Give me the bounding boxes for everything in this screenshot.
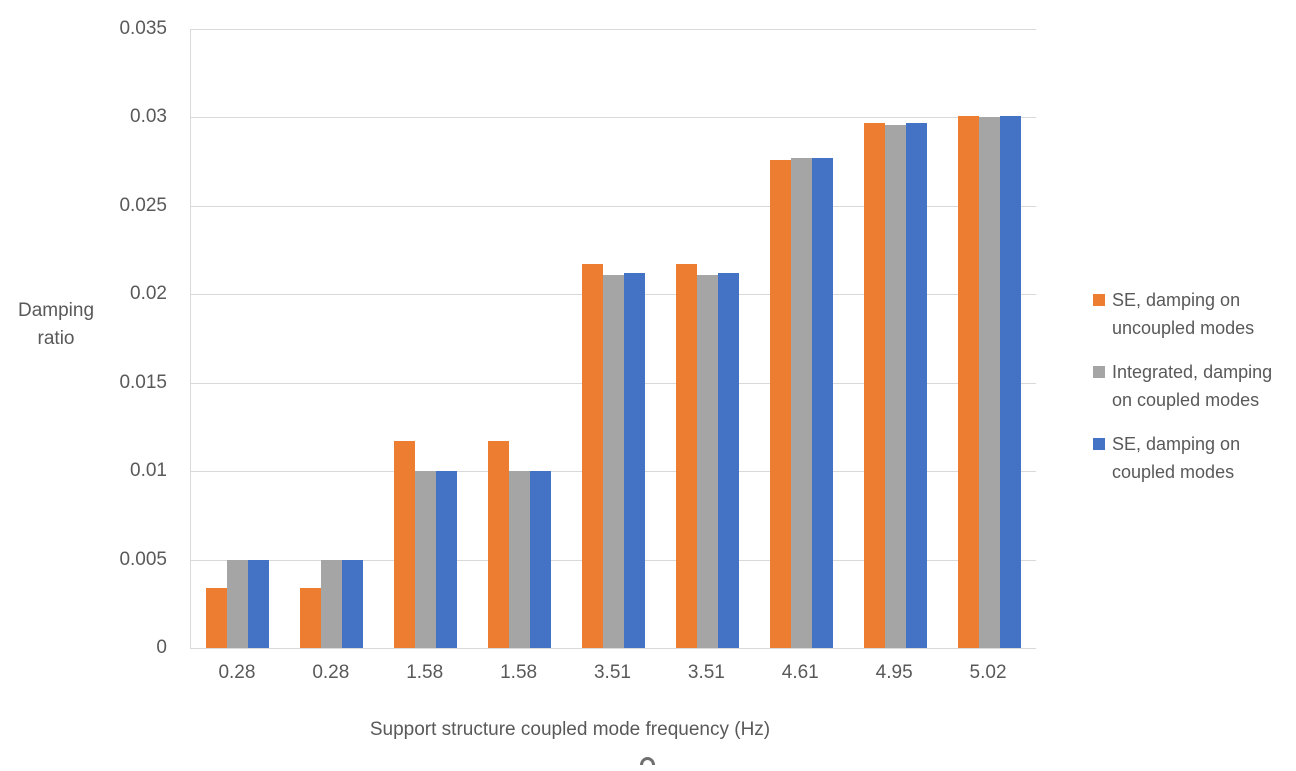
legend: SE, damping on uncoupled modes Integrated… <box>1093 286 1293 502</box>
bar-group <box>848 29 942 648</box>
y-tick-label: 0.01 <box>130 460 167 482</box>
y-axis: 0 0.005 0.01 0.015 0.02 0.025 0.03 0.035 <box>0 18 167 658</box>
bar <box>394 441 416 648</box>
bar <box>790 158 812 648</box>
bar <box>509 471 531 648</box>
bar-group <box>942 29 1036 648</box>
x-tick-label: 5.02 <box>969 662 1007 683</box>
bar <box>978 117 1000 648</box>
x-tick-label: 4.95 <box>875 662 913 683</box>
legend-swatch-icon <box>1093 438 1105 450</box>
bar-group <box>285 29 379 648</box>
legend-swatch-icon <box>1093 294 1105 306</box>
bar-group <box>379 29 473 648</box>
bar-group <box>567 29 661 648</box>
cropped-text-arc <box>640 757 655 765</box>
bar <box>623 273 645 648</box>
x-axis: 0.28 0.28 1.58 1.58 3.51 3.51 4.61 4.95 5.02 <box>190 662 1035 688</box>
x-tick-label: 4.61 <box>781 662 819 683</box>
bar <box>957 115 979 648</box>
bar <box>905 122 927 648</box>
legend-label: SE, damping on coupled modes <box>1112 434 1241 482</box>
bar <box>488 441 510 648</box>
bar <box>415 471 437 648</box>
bar <box>769 159 791 648</box>
bar-group <box>660 29 754 648</box>
cropped-text-fragment <box>638 757 660 765</box>
legend-item: SE, damping on uncoupled modes <box>1093 286 1293 342</box>
bar <box>227 559 249 648</box>
bar <box>602 274 624 648</box>
gridline <box>191 205 1036 207</box>
bar <box>206 587 228 648</box>
legend-label: SE, damping on uncoupled modes <box>1112 290 1255 338</box>
plot-area <box>190 29 1036 649</box>
x-tick-label: 3.51 <box>593 662 631 683</box>
bar <box>300 587 322 648</box>
y-tick-label: 0.035 <box>119 18 167 39</box>
bar <box>248 559 270 648</box>
bar <box>884 124 906 648</box>
bar <box>581 264 603 648</box>
x-tick-label: 0.28 <box>312 662 350 683</box>
bar <box>696 274 718 648</box>
x-tick-label: 3.51 <box>687 662 725 683</box>
y-tick-label: 0.015 <box>119 371 167 393</box>
y-tick-label: 0.02 <box>130 283 167 305</box>
bar <box>675 264 697 648</box>
gridline <box>191 117 1036 119</box>
legend-swatch-icon <box>1093 366 1105 378</box>
bar-group <box>191 29 285 648</box>
bar <box>342 559 364 648</box>
bar <box>999 115 1021 648</box>
legend-label: Integrated, damping on coupled modes <box>1112 362 1273 410</box>
gridline <box>191 29 1036 30</box>
y-tick-label: 0 <box>156 637 167 658</box>
x-tick-label: 1.58 <box>500 662 538 683</box>
bar <box>863 122 885 648</box>
x-tick-label: 1.58 <box>406 662 444 683</box>
y-axis-title: Damping ratio <box>17 300 95 349</box>
bar-group <box>754 29 848 648</box>
bar-group <box>473 29 567 648</box>
x-tick-label: 0.28 <box>218 662 256 683</box>
bar <box>717 273 739 648</box>
x-axis-title: Support structure coupled mode frequency… <box>369 719 771 740</box>
bar <box>811 158 833 648</box>
y-tick-label: 0.005 <box>119 548 167 570</box>
bar <box>530 471 552 648</box>
legend-item: Integrated, damping on coupled modes <box>1093 358 1293 414</box>
y-tick-label: 0.03 <box>130 106 167 128</box>
bar <box>321 559 343 648</box>
y-tick-label: 0.025 <box>119 194 167 216</box>
bar <box>436 471 458 648</box>
legend-item: SE, damping on coupled modes <box>1093 430 1293 486</box>
